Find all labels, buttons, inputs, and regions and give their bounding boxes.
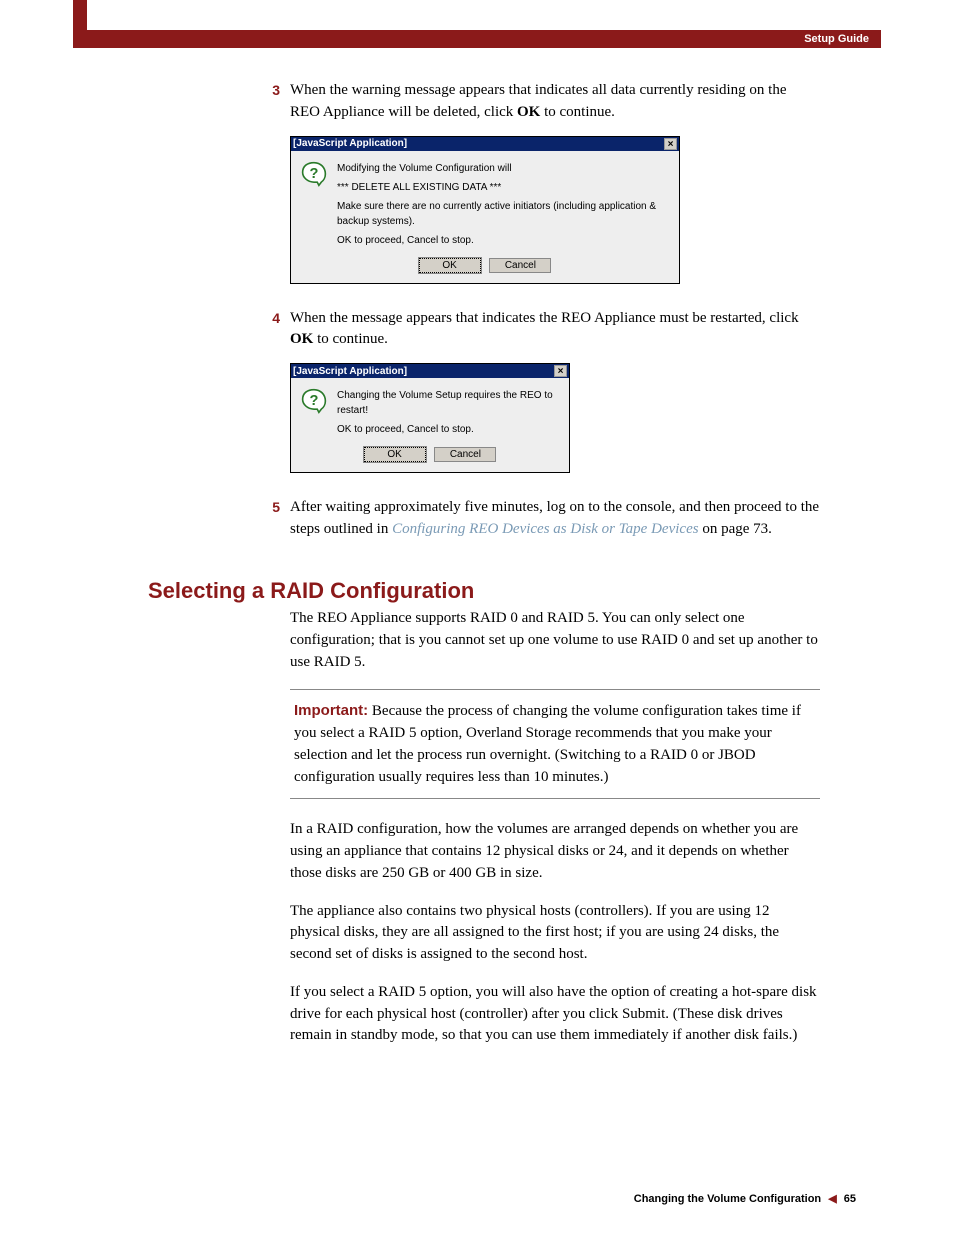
footer-page: 65 [844,1193,856,1205]
para-2: In a RAID configuration, how the volumes… [290,819,820,884]
dialog-1-line1: Modifying the Volume Configuration will [337,161,669,176]
dialog-1-title: [JavaScript Application] [293,138,407,149]
cancel-button[interactable]: Cancel [434,447,496,462]
dialog-2-title: [JavaScript Application] [293,366,407,377]
important-note: Important: Because the process of changi… [290,689,820,799]
ok-button[interactable]: OK [419,258,481,273]
triangle-icon: ◀ [828,1193,836,1205]
step-4-post: to continue. [313,331,388,347]
ok-button[interactable]: OK [364,447,426,462]
para-1: The REO Appliance supports RAID 0 and RA… [290,608,820,673]
dialog-1-buttons: OK Cancel [291,254,679,283]
step-5-body: After waiting approximately five minutes… [290,497,820,541]
step-5-number: 5 [260,497,290,541]
question-icon: ? [301,388,327,414]
step-3: 3 When the warning message appears that … [260,80,820,124]
question-icon: ? [301,161,327,187]
step-5-link[interactable]: Configuring REO Devices as Disk or Tape … [392,521,698,537]
close-icon[interactable]: × [554,365,567,377]
step-3-body: When the warning message appears that in… [290,80,820,124]
important-text: Because the process of changing the volu… [294,703,801,784]
step-4: 4 When the message appears that indicate… [260,308,820,352]
footer-section: Changing the Volume Configuration [634,1193,821,1205]
step-3-number: 3 [260,80,290,124]
dialog-1-line3: Make sure there are no currently active … [337,199,669,229]
dialog-warning-delete: [JavaScript Application] × ? Modifying t… [290,136,680,284]
dialog-2-body: ? Changing the Volume Setup requires the… [291,378,569,443]
main-content: 3 When the warning message appears that … [260,80,820,567]
cancel-button[interactable]: Cancel [489,258,551,273]
step-5: 5 After waiting approximately five minut… [260,497,820,541]
page-footer: Changing the Volume Configuration ◀ 65 [634,1192,856,1205]
header-label: Setup Guide [804,33,869,45]
important-label: Important: [294,702,368,719]
step-3-post: to continue. [540,104,615,120]
header-vertical-bar [73,0,87,48]
step-5-post: on page 73. [699,521,772,537]
step-4-pre: When the message appears that indicates … [290,310,799,326]
dialog-2-titlebar: [JavaScript Application] × [291,364,569,378]
para-3: The appliance also contains two physical… [290,901,820,966]
dialog-1-text: Modifying the Volume Configuration will … [337,161,669,248]
step-4-number: 4 [260,308,290,352]
step-4-body: When the message appears that indicates … [290,308,820,352]
step-4-bold: OK [290,331,313,347]
close-icon[interactable]: × [664,138,677,150]
dialog-2-text: Changing the Volume Setup requires the R… [337,388,559,437]
section-heading: Selecting a RAID Configuration [148,578,474,604]
svg-text:?: ? [310,166,319,182]
header-bar: Setup Guide [87,30,881,48]
dialog-2-line1: Changing the Volume Setup requires the R… [337,388,559,418]
dialog-1-line2: *** DELETE ALL EXISTING DATA *** [337,180,669,195]
section-body: The REO Appliance supports RAID 0 and RA… [260,608,820,1063]
step-3-bold: OK [517,104,540,120]
dialog-2-buttons: OK Cancel [291,443,569,472]
dialog-1-titlebar: [JavaScript Application] × [291,137,679,151]
dialog-restart: [JavaScript Application] × ? Changing th… [290,363,570,473]
svg-text:?: ? [310,393,319,409]
dialog-2-line2: OK to proceed, Cancel to stop. [337,422,559,437]
dialog-1-body: ? Modifying the Volume Configuration wil… [291,151,679,254]
para-4: If you select a RAID 5 option, you will … [290,982,820,1047]
dialog-1-line4: OK to proceed, Cancel to stop. [337,233,669,248]
